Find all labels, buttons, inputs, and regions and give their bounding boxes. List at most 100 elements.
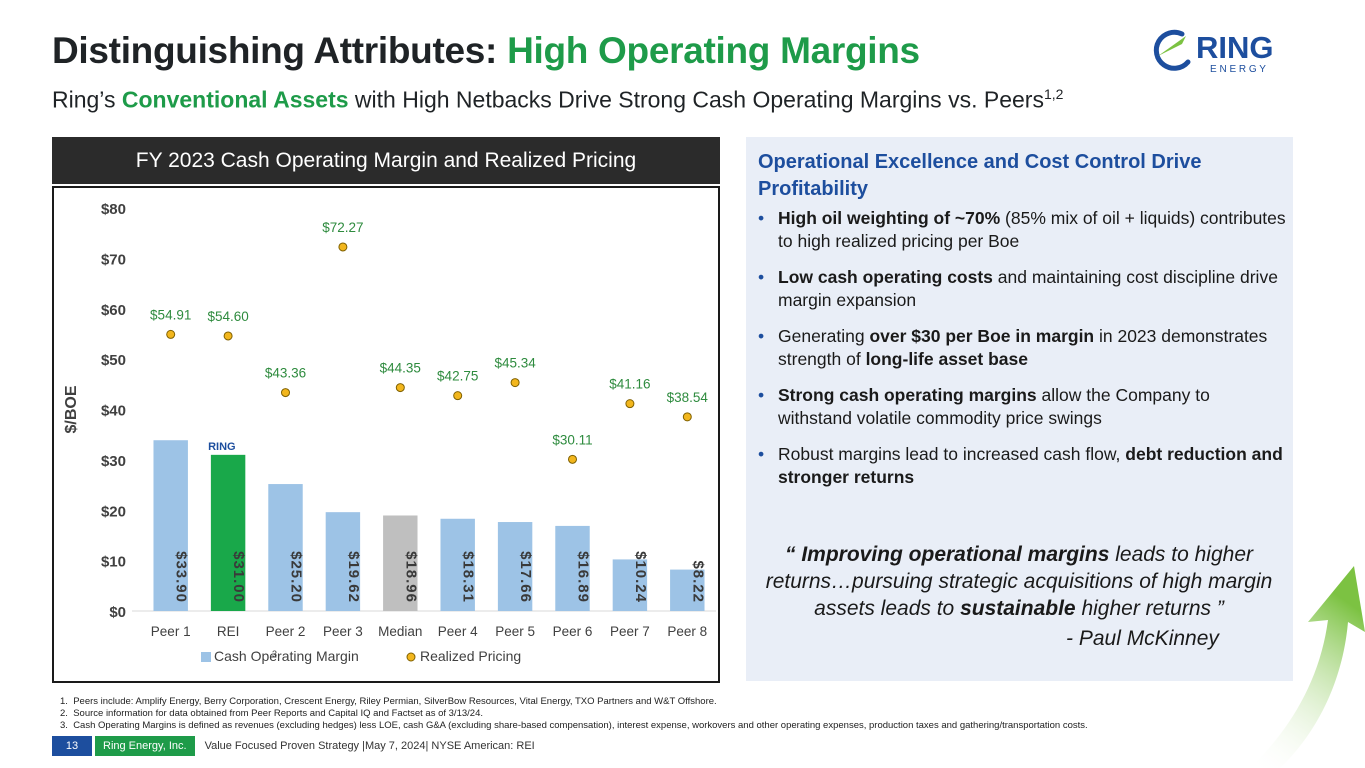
y-tick-label: $60 xyxy=(101,302,126,319)
quote-text-2: higher returns ” xyxy=(1075,597,1224,620)
quote-bold-1: Improving operational margins xyxy=(801,543,1110,566)
x-tick-label: Peer 4 xyxy=(438,624,478,639)
legend-swatch-bar xyxy=(201,652,211,662)
bar-value-label: $31.00 xyxy=(230,551,247,603)
bar-value-label: $17.66 xyxy=(517,551,534,603)
realized-pricing-label: $42.75 xyxy=(437,369,478,384)
y-tick-label: $40 xyxy=(101,403,126,420)
bullet-item: • Strong cash operating margins allow the… xyxy=(758,384,1286,430)
realized-pricing-label: $54.91 xyxy=(150,307,191,322)
right-panel-title: Operational Excellence and Cost Control … xyxy=(758,151,1202,200)
subtitle-highlight: Conventional Assets xyxy=(121,86,349,113)
legend-swatch-point xyxy=(406,652,416,662)
realized-pricing-point xyxy=(682,412,692,422)
title-highlight: High Operating Margins xyxy=(507,30,920,71)
footer: 13 Ring Energy, Inc. Value Focused Prove… xyxy=(52,736,535,756)
y-tick-label: $80 xyxy=(101,201,126,218)
bar-value-label: $18.96 xyxy=(402,551,419,603)
realized-pricing-point xyxy=(510,378,520,388)
bar-value-label: $25.20 xyxy=(288,551,305,603)
x-tick-label: Peer 6 xyxy=(553,624,593,639)
title-main: Distinguishing Attributes: xyxy=(52,30,508,71)
bullet-item: • Robust margins lead to increased cash f… xyxy=(758,443,1286,489)
bar-peer-4 xyxy=(440,518,475,611)
y-axis-label: $/BOE xyxy=(63,385,80,433)
bullet-text: allow the Company to withstand volatile … xyxy=(778,385,1210,428)
realized-pricing-label: $30.11 xyxy=(552,432,592,447)
footnote: 3. Cash Operating Margins is defined as … xyxy=(60,720,1088,731)
subtitle-sup: 1,2 xyxy=(1043,86,1064,102)
realized-pricing-label: $44.35 xyxy=(380,361,421,376)
rei-logo-word: RING xyxy=(208,441,236,453)
bullet-bold: Low cash operating costs xyxy=(778,267,993,287)
bar-value-label: $16.89 xyxy=(575,551,592,603)
bullet-text: in 2023 demonstrates strength of xyxy=(778,326,1268,369)
bullet-item: • Low cash operating costs and maintainin… xyxy=(758,266,1286,312)
quote-bold-2: sustainable xyxy=(960,597,1076,620)
bullet-list: • High oil weighting of ~70% (85% mix of … xyxy=(758,207,1286,502)
realized-pricing-label: $45.34 xyxy=(494,356,536,371)
bullet-dot: • xyxy=(758,267,765,287)
bar-peer-8 xyxy=(670,569,705,611)
bullet-bold: High oil weighting of ~70% xyxy=(778,208,1001,228)
footer-tagline: Value Focused Proven Strategy |May 7, 20… xyxy=(204,740,535,752)
footnotes: 1. Peers include: Amplify Energy, Berry … xyxy=(60,696,1088,732)
bar-peer-5 xyxy=(497,522,533,611)
bar-value-label: $18.31 xyxy=(460,551,477,603)
page-title: Distinguishing Attributes: High Operatin… xyxy=(52,30,920,72)
y-tick-label: $70 xyxy=(101,251,126,268)
bullet-dot: • xyxy=(758,444,765,464)
bar-value-label: $19.62 xyxy=(345,551,362,603)
bar-peer-6 xyxy=(555,525,590,611)
realized-pricing-point xyxy=(453,391,463,401)
quote-text-1: leads to higher returns…pursuing strateg… xyxy=(765,543,1273,620)
realized-pricing-label: $72.27 xyxy=(322,220,363,235)
quote: “ Improving operational margins leads to… xyxy=(754,541,1284,622)
realized-pricing-point xyxy=(223,331,233,341)
bullet-dot: • xyxy=(758,208,765,228)
y-tick-label: $30 xyxy=(101,453,126,470)
y-tick-label: $0 xyxy=(109,604,126,621)
bullet-pre: Generating xyxy=(778,326,870,346)
realized-pricing-label: $38.54 xyxy=(667,390,709,405)
page-subtitle: Ring’s Conventional Assets with High Net… xyxy=(52,86,1063,114)
subtitle-pre: Ring’s xyxy=(52,86,122,113)
bar-peer-3 xyxy=(325,512,361,611)
bullet-item: • High oil weighting of ~70% (85% mix of … xyxy=(758,207,1286,253)
y-tick-label: $20 xyxy=(101,503,126,520)
bullet-dot: • xyxy=(758,385,765,405)
legend-label-point: Realized Pricing xyxy=(420,648,521,664)
ring-energy-logo: RING E N E R G Y xyxy=(1153,29,1274,75)
x-tick-label: Peer 3 xyxy=(323,624,363,639)
right-panel: Operational Excellence and Cost Control … xyxy=(746,137,1293,681)
footnote: 1. Peers include: Amplify Energy, Berry … xyxy=(60,696,717,707)
bullet-text: and maintaining cost discipline drive ma… xyxy=(778,267,1278,310)
y-tick-label: $50 xyxy=(101,352,126,369)
realized-pricing-point xyxy=(281,388,290,398)
bullet-text: (85% mix of oil + liquids) contributes t… xyxy=(778,208,1286,251)
logo-sub: E N E R G Y xyxy=(1210,64,1266,75)
realized-pricing-point xyxy=(338,242,348,252)
realized-pricing-point xyxy=(395,383,405,393)
realized-pricing-point xyxy=(625,399,635,409)
chart-svg: $0 $10 $20 $30 $40 $50 $60 $70 $80 $/BOE $33.90 Pee… xyxy=(63,201,716,664)
footer-company: Ring Energy, Inc. xyxy=(95,736,195,756)
growth-arrow-graphic xyxy=(1250,566,1365,768)
y-tick-label: $10 xyxy=(101,554,126,571)
realized-pricing-point xyxy=(568,454,577,464)
bar-peer-7 xyxy=(612,559,648,611)
bullet-bold-2: long-life asset base xyxy=(865,349,1028,369)
x-tick-label: REI xyxy=(217,624,240,639)
quote-open: “ xyxy=(784,543,802,566)
realized-pricing-label: $41.16 xyxy=(609,377,650,392)
subtitle-post: with High Netbacks Drive Strong Cash Ope… xyxy=(348,86,1044,113)
bar-peer-2 xyxy=(268,484,303,611)
x-tick-label: Peer 1 xyxy=(151,624,191,639)
realized-pricing-label: $54.60 xyxy=(207,309,248,324)
chart-frame: $0 $10 $20 $30 $40 $50 $60 $70 $80 $/BOE $33.90 Pee… xyxy=(52,186,720,683)
x-tick-label: Peer 7 xyxy=(610,624,650,639)
footnote: 2. Source information for data obtained … xyxy=(60,708,483,719)
x-tick-label: Peer 8 xyxy=(667,624,707,639)
quote-author: - Paul McKinney xyxy=(1066,627,1219,650)
bullet-bold: debt reduction and stronger returns xyxy=(778,444,1283,487)
